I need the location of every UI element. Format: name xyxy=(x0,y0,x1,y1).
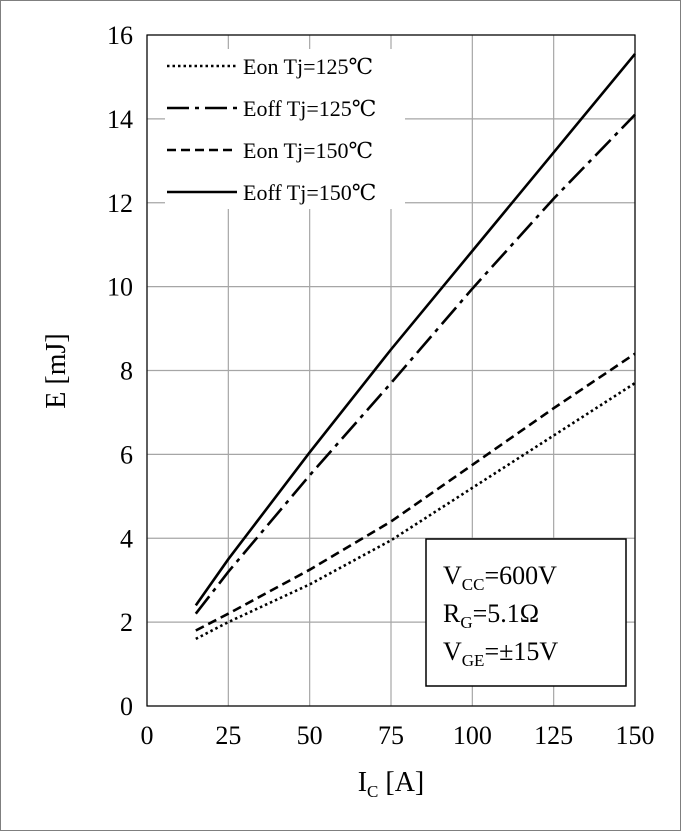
x-axis-label-sub: C xyxy=(367,782,378,801)
y-tick-label: 14 xyxy=(107,105,133,134)
y-axis-label: E [mJ] xyxy=(41,333,72,408)
legend-label-2: Eoff Tj=125℃ xyxy=(243,96,376,121)
x-tick-label: 150 xyxy=(616,721,655,750)
x-tick-label: 75 xyxy=(378,721,404,750)
series-line-2 xyxy=(194,113,636,615)
x-axis-label: IC [A] xyxy=(358,767,425,801)
legend-label-1: Eon Tj=125℃ xyxy=(243,54,373,79)
conditions-box: VCC=600V RG=5.1Ω VGE=±15V xyxy=(425,538,627,687)
y-tick-label: 6 xyxy=(120,440,133,469)
y-tick-label: 12 xyxy=(107,189,133,218)
y-tick-label: 4 xyxy=(120,524,133,553)
legend-label-4: Eoff Tj=150℃ xyxy=(243,180,376,205)
legend-label-3: Eon Tj=150℃ xyxy=(243,138,373,163)
condition-vge: VGE=±15V xyxy=(443,637,558,670)
y-tick-label: 0 xyxy=(120,692,133,721)
condition-rg: RG=5.1Ω xyxy=(443,599,539,632)
y-tick-label: 8 xyxy=(120,357,133,386)
conditions-box-border xyxy=(425,538,627,687)
x-tick-label: 50 xyxy=(297,721,323,750)
condition-vcc: VCC=600V xyxy=(443,561,557,594)
plot-area-border xyxy=(146,34,636,707)
x-tick-label: 100 xyxy=(453,721,492,750)
legend-background xyxy=(165,49,405,209)
tick-labels: 0 25 50 75 100 125 150 0 2 4 6 8 10 12 14 16 xyxy=(107,21,655,750)
series-line-3 xyxy=(195,352,636,632)
y-tick-label: 2 xyxy=(120,608,133,637)
y-tick-label: 10 xyxy=(107,273,133,302)
x-axis-label-unit: [A] xyxy=(378,767,424,798)
series-line-4 xyxy=(194,53,637,607)
x-tick-label: 125 xyxy=(534,721,573,750)
legend: Eon Tj=125℃ Eoff Tj=125℃ Eon Tj=150℃ Eoff T… xyxy=(165,49,405,209)
x-tick-label: 0 xyxy=(141,721,154,750)
series-lines xyxy=(194,53,637,641)
y-tick-label: 16 xyxy=(107,21,133,50)
x-axis-label-main: I xyxy=(358,767,367,798)
x-tick-label: 25 xyxy=(215,721,241,750)
